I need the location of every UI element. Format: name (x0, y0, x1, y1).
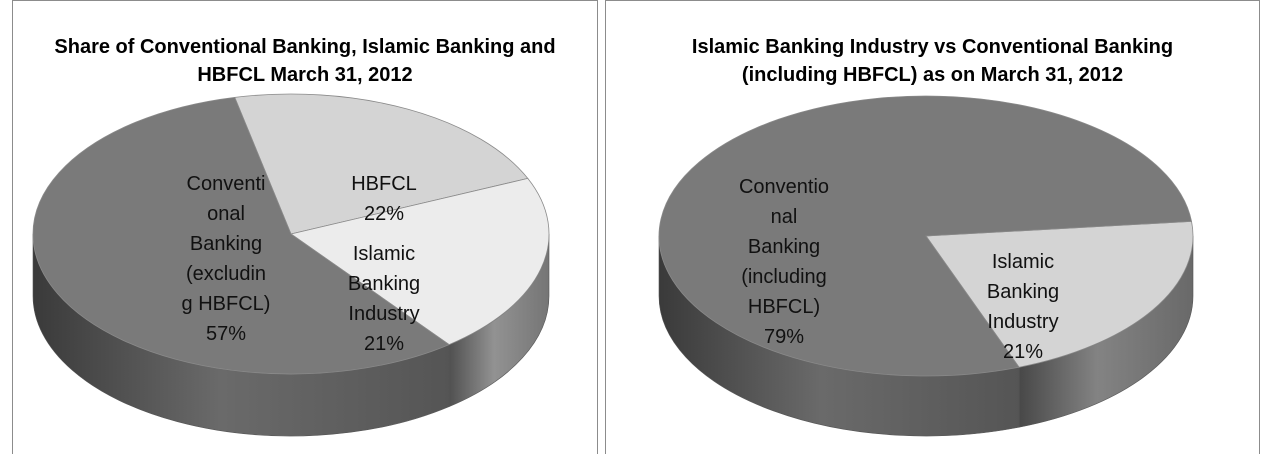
chart-panel-left: Share of Conventional Banking, Islamic B… (12, 0, 598, 454)
right-slice-label-line: nal (771, 206, 798, 228)
right-slice-label-line: Banking (987, 281, 1059, 303)
left-slice-label-line: Banking (190, 233, 262, 255)
left-slice-label-line: 21% (364, 333, 404, 355)
left-slice-label-line: Banking (348, 273, 420, 295)
right-slice-label-line: (including (741, 266, 827, 288)
left-slice-label-line: Conventi (187, 173, 266, 195)
pie-chart-right: Islamic Banking Industry 21% Conventio nal Ban… (606, 1, 1261, 455)
left-slice-label-line: Islamic (353, 243, 415, 265)
pie-chart-left: HBFCL 22% Islamic Banking Industry 21% Convent… (13, 1, 599, 455)
right-slice-label-line: Conventio (739, 176, 829, 198)
right-slice-label-line: Banking (748, 236, 820, 258)
left-slice-label-line: Industry (348, 303, 419, 325)
chart-panel-right: Islamic Banking Industry vs Conventional… (605, 0, 1260, 454)
right-slice-label-line: 79% (764, 326, 804, 348)
right-slice-label-line: Industry (987, 311, 1058, 333)
right-slice-label-line: HBFCL) (748, 296, 820, 318)
left-slice-label-line: HBFCL (351, 173, 417, 195)
left-slice-label-line: 22% (364, 203, 404, 225)
left-slice-label-line: onal (207, 203, 245, 225)
right-slice-label-line: Islamic (992, 251, 1054, 273)
right-slice-label-line: 21% (1003, 341, 1043, 363)
left-slice-label-line: 57% (206, 323, 246, 345)
left-slice-label-line: (excludin (186, 263, 266, 285)
left-slice-label-line: g HBFCL) (182, 293, 271, 315)
